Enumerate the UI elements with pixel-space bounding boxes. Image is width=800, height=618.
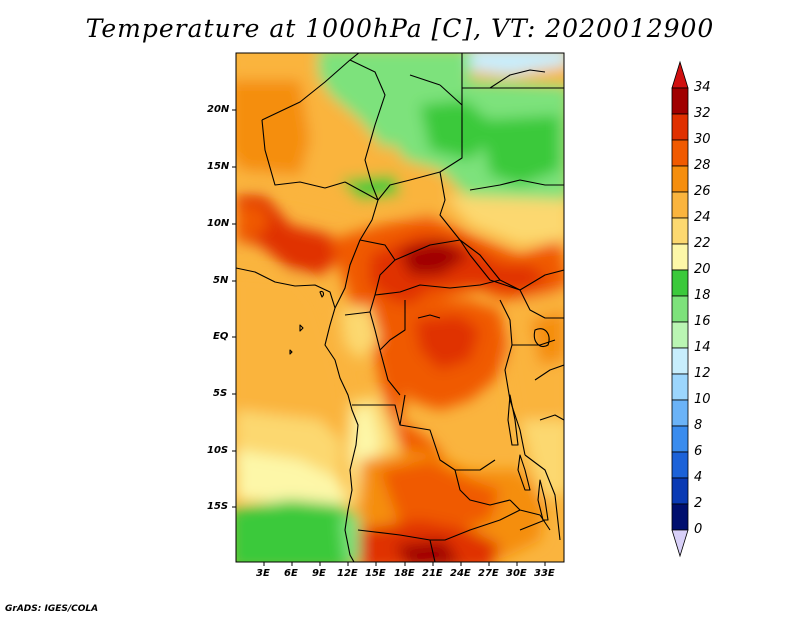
colorbar-label: 14	[694, 340, 711, 355]
colorbar-swatch	[671, 373, 689, 401]
colorbar-swatch	[671, 113, 689, 141]
x-tick-label: 27E	[478, 568, 499, 579]
colorbar-label: 0	[694, 522, 703, 537]
colorbar-swatch	[671, 165, 689, 193]
colorbar-label: 32	[694, 106, 711, 121]
y-tick-label: 10N	[207, 218, 230, 229]
x-tick-label: 12E	[337, 568, 358, 579]
colorbar-label: 16	[694, 314, 711, 329]
country-borders	[236, 53, 564, 562]
y-tick-label: 10S	[207, 445, 229, 456]
temperature-field	[236, 53, 564, 562]
colorbar-label: 18	[694, 288, 711, 303]
colorbar-label: 30	[694, 132, 711, 147]
grads-credit: GrADS: IGES/COLA	[5, 604, 99, 614]
x-tick-label: 21E	[422, 568, 443, 579]
colorbar-label: 4	[694, 470, 703, 485]
colorbar-swatch	[671, 477, 689, 505]
colorbar-swatch	[671, 87, 689, 115]
colorbar-label: 2	[694, 496, 703, 511]
colorbar-label: 6	[694, 444, 703, 459]
colorbar	[671, 60, 689, 558]
x-tick-label: 30E	[506, 568, 527, 579]
colorbar-swatch	[671, 321, 689, 349]
colorbar-label: 22	[694, 236, 711, 251]
colorbar-label: 24	[694, 210, 711, 225]
colorbar-swatch	[671, 269, 689, 297]
colorbar-label: 8	[694, 418, 703, 433]
y-tick-label: 5N	[213, 275, 229, 286]
x-tick-label: 3E	[256, 568, 270, 579]
map-title: Temperature at 1000hPa [C], VT: 20200129…	[85, 14, 715, 43]
x-tick-label: 18E	[394, 568, 415, 579]
colorbar-swatch	[671, 451, 689, 479]
x-tick-label: 15E	[365, 568, 386, 579]
y-tick-label: 5S	[213, 388, 228, 399]
plot-frame	[235, 52, 565, 563]
colorbar-swatch	[671, 243, 689, 271]
colorbar-swatch	[671, 191, 689, 219]
colorbar-swatch	[671, 295, 689, 323]
colorbar-label: 34	[694, 80, 711, 95]
y-tick-label: 20N	[207, 104, 230, 115]
colorbar-label: 10	[694, 392, 711, 407]
colorbar-swatch	[671, 399, 689, 427]
colorbar-label: 28	[694, 158, 711, 173]
colorbar-swatch	[671, 217, 689, 245]
y-tick-label: EQ	[213, 331, 229, 342]
colorbar-swatch	[671, 139, 689, 167]
y-tick-label: 15S	[207, 501, 229, 512]
colorbar-label: 20	[694, 262, 711, 277]
axis-ticks	[232, 109, 546, 566]
colorbar-under-triangle	[671, 529, 689, 558]
x-tick-label: 24E	[450, 568, 471, 579]
x-tick-label: 9E	[312, 568, 326, 579]
colorbar-swatch	[671, 347, 689, 375]
colorbar-swatch	[671, 425, 689, 453]
colorbar-label: 26	[694, 184, 711, 199]
y-tick-label: 15N	[207, 161, 230, 172]
x-tick-label: 33E	[534, 568, 555, 579]
colorbar-over-triangle	[671, 60, 689, 89]
colorbar-label: 12	[694, 366, 711, 381]
x-tick-label: 6E	[284, 568, 298, 579]
colorbar-swatch	[671, 503, 689, 531]
